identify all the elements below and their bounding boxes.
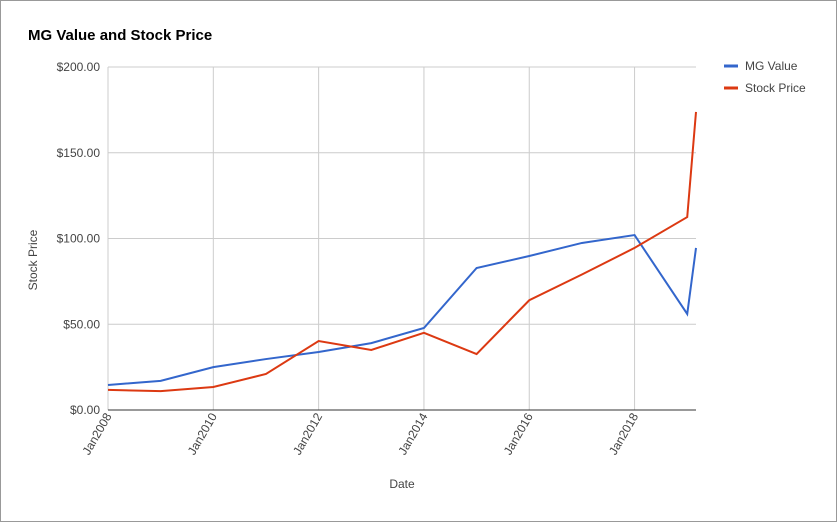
data-line	[107, 111, 697, 393]
y-tick-label: $0.00	[70, 403, 100, 417]
chart-title: MG Value and Stock Price	[28, 27, 212, 44]
y-tick-label: $200.00	[57, 60, 101, 74]
y-axis-title: Stock Price	[26, 229, 40, 290]
y-tick-label: $100.00	[57, 232, 101, 246]
legend-label: Stock Price	[745, 81, 806, 95]
legend-label: MG Value	[745, 59, 798, 73]
x-axis-title: Date	[389, 477, 415, 491]
y-tick-label: $150.00	[57, 146, 101, 160]
data-line	[107, 233, 697, 386]
y-tick-label: $50.00	[63, 317, 100, 331]
